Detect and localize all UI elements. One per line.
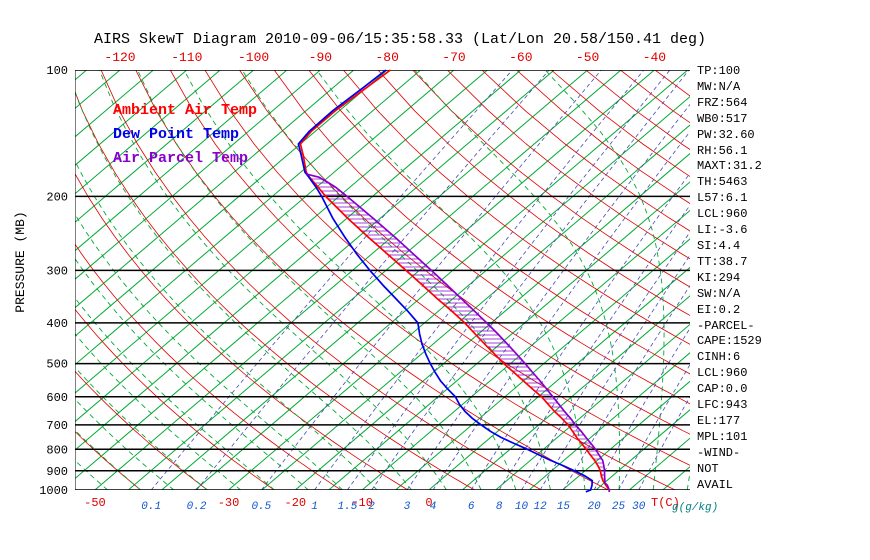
stat-line: CAPE:1529 <box>697 334 762 349</box>
stat-line: TH:5463 <box>697 175 748 190</box>
stat-line: CAP:0.0 <box>697 382 748 397</box>
svg-text:30: 30 <box>632 501 646 513</box>
svg-text:g(g/kg): g(g/kg) <box>672 502 718 514</box>
stat-line: PW:32.60 <box>697 127 755 142</box>
svg-text:100: 100 <box>46 64 68 78</box>
cape-hatch <box>308 174 605 480</box>
svg-text:1.5: 1.5 <box>338 501 358 513</box>
bottom-axis-labels: -50 -30 -20 -10 0 T(C) 0.1 0.2 0.5 1 1.5 2 3 4 6 8 10 12 1… <box>84 496 718 514</box>
stat-line: TT:38.7 <box>697 254 748 269</box>
dew-point-curve <box>297 69 594 493</box>
legend-item: Dew Point Temp <box>113 126 240 143</box>
svg-text:20: 20 <box>587 501 601 513</box>
stat-line: -PARCEL- <box>697 318 755 333</box>
chart-title: AIRS SkewT Diagram 2010-09-06/15:35:58.3… <box>93 31 707 48</box>
svg-text:8: 8 <box>496 501 503 513</box>
svg-text:T(C): T(C) <box>651 496 680 510</box>
isotherm-lines <box>75 70 690 490</box>
stat-line: FRZ:564 <box>697 95 748 110</box>
svg-text:25: 25 <box>612 501 626 513</box>
svg-text:0: 0 <box>425 496 432 510</box>
svg-text:10: 10 <box>515 501 529 513</box>
svg-text:0.2: 0.2 <box>187 501 207 513</box>
legend-item: Ambient Air Temp <box>113 102 258 119</box>
svg-text:1000: 1000 <box>39 484 68 498</box>
svg-text:-110: -110 <box>171 50 202 65</box>
svg-text:4: 4 <box>430 501 437 513</box>
svg-text:600: 600 <box>46 391 68 405</box>
stat-line: EI:0.2 <box>697 302 741 317</box>
stat-line: RH:56.1 <box>697 143 748 158</box>
svg-text:700: 700 <box>46 419 68 433</box>
svg-text:-40: -40 <box>643 50 666 65</box>
svg-text:-50: -50 <box>576 50 599 65</box>
stat-line: SI:4.4 <box>697 238 741 253</box>
dry-adiabat-lines <box>75 70 690 490</box>
svg-text:400: 400 <box>46 317 68 331</box>
pressure-axis-labels: 100 200 300 400 500 600 700 800 900 1000 PRESSURE … <box>13 64 68 498</box>
svg-text:-80: -80 <box>375 50 398 65</box>
svg-text:300: 300 <box>46 264 68 278</box>
stat-line: WB0:517 <box>697 111 748 126</box>
stat-line: MW:N/A <box>697 79 741 94</box>
svg-text:12: 12 <box>534 501 548 513</box>
svg-text:-20: -20 <box>285 496 307 510</box>
stat-line: AVAIL <box>697 477 734 492</box>
legend: Ambient Air Temp Dew Point Temp Air Parcel… <box>113 99 257 171</box>
parcel-temp-curve <box>306 173 611 492</box>
svg-text:3: 3 <box>404 501 411 513</box>
svg-text:200: 200 <box>46 190 68 204</box>
stats-panel: TP:100 MW:N/A FRZ:564 WB0:517 PW:32.60 RH:56.… <box>697 64 762 493</box>
background-grid <box>75 70 690 490</box>
svg-text:15: 15 <box>557 501 571 513</box>
stat-line: L57:6.1 <box>697 191 748 206</box>
svg-text:6: 6 <box>468 501 475 513</box>
legend-item: Air Parcel Temp <box>113 150 249 167</box>
svg-text:1: 1 <box>311 501 318 513</box>
svg-text:-10: -10 <box>351 496 373 510</box>
svg-text:0.5: 0.5 <box>251 501 271 513</box>
svg-text:-50: -50 <box>84 496 106 510</box>
stat-line: -WIND- <box>697 445 741 460</box>
svg-text:-120: -120 <box>104 50 135 65</box>
svg-text:-30: -30 <box>218 496 240 510</box>
svg-text:-100: -100 <box>238 50 269 65</box>
svg-text:800: 800 <box>46 443 68 457</box>
svg-text:PRESSURE (MB): PRESSURE (MB) <box>13 211 28 312</box>
stat-line: SW:N/A <box>697 286 741 301</box>
pressure-lines <box>75 70 690 490</box>
svg-text:0.1: 0.1 <box>141 501 161 513</box>
stat-line: KI:294 <box>697 270 741 285</box>
mixing-ratio-lines <box>150 70 690 490</box>
svg-text:-90: -90 <box>309 50 332 65</box>
top-axis-labels: -120 -110 -100 -90 -80 -70 -60 -50 -40 <box>104 50 666 65</box>
stat-line: LCL:960 <box>697 366 748 381</box>
sounding-layers <box>297 69 611 493</box>
svg-text:2: 2 <box>368 501 375 513</box>
stat-line: CINH:6 <box>697 350 741 365</box>
stat-line: TP:100 <box>697 64 741 78</box>
svg-text:900: 900 <box>46 465 68 479</box>
stat-line: NOT <box>697 461 719 476</box>
stat-line: LCL:960 <box>697 207 748 222</box>
moist-adiabat-lines <box>75 70 690 490</box>
stat-line: LI:-3.6 <box>697 223 748 238</box>
svg-text:-60: -60 <box>509 50 532 65</box>
stat-line: MPL:101 <box>697 429 748 444</box>
svg-text:500: 500 <box>46 358 68 372</box>
svg-text:-70: -70 <box>442 50 465 65</box>
stat-line: LFC:943 <box>697 398 748 413</box>
stat-line: EL:177 <box>697 413 741 428</box>
stat-line: MAXT:31.2 <box>697 159 762 174</box>
